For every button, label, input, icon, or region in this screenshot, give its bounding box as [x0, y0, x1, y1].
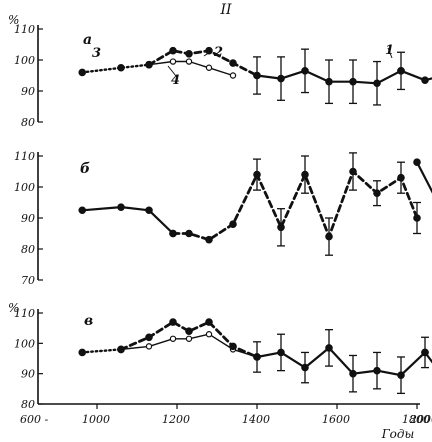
- data-point-0-4-1: [421, 76, 429, 84]
- series-label-2-leader: [203, 51, 211, 57]
- data-point-1-1-9: [373, 189, 381, 198]
- data-point-1-1-8: [349, 167, 357, 176]
- data-point-2-1-3: [185, 335, 193, 342]
- data-point-0-3-5: [373, 79, 381, 88]
- data-point-2-3-2: [301, 363, 309, 372]
- y-tick-label-2-3: 80: [21, 398, 35, 411]
- y-tick-label-0-1: 100: [14, 54, 35, 67]
- series-line-0-4: [399, 69, 432, 82]
- y-tick-label-1-4: 70: [21, 274, 35, 287]
- y-tick-label-2-1: 100: [14, 337, 35, 350]
- data-point-0-3-1: [277, 74, 285, 83]
- y-tick-label-1-2: 90: [21, 212, 35, 225]
- series-label-2: 2: [213, 45, 223, 60]
- data-point-1-1-10: [397, 173, 405, 182]
- data-point-0-2-3: [205, 46, 213, 55]
- data-point-2-4-0: [421, 348, 429, 357]
- roman-numeral: II: [219, 2, 232, 18]
- data-point-2-2-3: [185, 327, 193, 336]
- data-point-0-3-4: [349, 77, 357, 86]
- series-label-4-leader: [167, 65, 177, 77]
- data-point-2-3-0: [253, 353, 261, 361]
- x-axis-label: Годы: [381, 427, 415, 441]
- data-point-0-1-1: [169, 58, 177, 65]
- data-point-0-0-0: [78, 68, 87, 77]
- data-point-2-3-4: [349, 369, 357, 378]
- y-tick-label-0-3: 80: [21, 116, 35, 129]
- y-tick-label-2-2: 90: [21, 368, 35, 381]
- y-tick-label-0-2: 90: [21, 85, 35, 98]
- data-point-0-0-1: [117, 63, 125, 72]
- y-tick-label-1-3: 80: [21, 243, 35, 256]
- y-tick-label-1-0: 110: [14, 150, 35, 163]
- x-tick-label-6: 2000: [409, 413, 432, 426]
- data-point-1-1-11: [413, 214, 421, 222]
- x-tick-label-3: 1400: [242, 413, 270, 426]
- y-tick-label-2-0: 110: [14, 307, 35, 320]
- series-line-2-3: [255, 346, 427, 377]
- data-point-1-0-2: [145, 206, 153, 215]
- data-point-0-2-4: [229, 59, 237, 67]
- panel-label-0: а: [83, 32, 92, 48]
- data-point-0-3-2: [301, 67, 309, 75]
- unit-label-0: %: [8, 13, 19, 27]
- data-point-2-3-6: [397, 371, 405, 379]
- series-label-4: 4: [171, 73, 180, 88]
- data-point-1-1-1: [185, 229, 193, 238]
- data-point-1-0-0: [78, 206, 87, 215]
- data-point-2-3-1: [277, 348, 285, 357]
- data-point-2-2-0: [117, 345, 125, 354]
- data-point-1-1-5: [277, 223, 285, 232]
- data-point-2-1-2: [169, 335, 177, 342]
- series-line-2-0: [81, 348, 123, 354]
- data-point-0-3-0: [253, 71, 261, 80]
- data-point-1-1-2: [205, 235, 213, 244]
- data-point-2-3-3: [325, 344, 333, 352]
- series-line-1-2: [415, 161, 432, 194]
- data-point-2-0-0: [78, 348, 87, 357]
- y-tick-label-1-1: 100: [14, 181, 35, 194]
- y-tick-label-0-0: 110: [14, 23, 35, 36]
- x-tick-label-1: 1000: [82, 413, 110, 426]
- data-point-2-3-5: [373, 366, 381, 375]
- data-point-2-2-5: [229, 342, 237, 351]
- data-point-0-3-3: [325, 77, 333, 86]
- data-point-0-1-2: [185, 58, 193, 65]
- data-point-0-1-4: [229, 72, 237, 79]
- series-label-3: 3: [92, 46, 101, 61]
- data-point-1-1-0: [169, 229, 177, 238]
- data-point-0-1-3: [205, 64, 213, 71]
- data-point-0-2-2: [185, 49, 193, 58]
- series-label-1-leader: [387, 47, 393, 59]
- x-tick-label-5: 1800: [402, 413, 430, 426]
- x-tick-label-2: 1200: [162, 413, 190, 426]
- panel-label-2: в: [84, 313, 93, 329]
- x-tick-label-0: 600 -: [20, 413, 48, 426]
- series-line-0-2: [147, 49, 259, 77]
- data-point-0-2-1: [169, 46, 177, 55]
- chart-layer: 600 - 1000 1200 1400 1600 18002000 110 100 90 80%…: [8, 13, 432, 426]
- data-point-2-1-1: [145, 343, 153, 350]
- data-point-2-2-4: [205, 318, 213, 326]
- data-point-1-0-1: [117, 203, 125, 211]
- data-point-1-1-3: [229, 220, 237, 229]
- unit-label-2: %: [8, 301, 19, 315]
- data-point-2-2-2: [169, 318, 177, 326]
- panel-label-1: б: [80, 161, 90, 177]
- series-line-1-0: [81, 206, 175, 235]
- x-tick-label-4: 1600: [322, 413, 350, 426]
- data-point-1-1-7: [325, 232, 333, 241]
- data-point-0-4-0: [397, 67, 405, 75]
- data-point-0-2-0: [145, 60, 153, 69]
- data-point-1-2-0: [413, 158, 421, 167]
- data-point-2-2-1: [145, 333, 153, 342]
- data-point-1-1-4: [253, 170, 261, 179]
- series-line-0-0: [81, 63, 151, 74]
- data-point-2-1-4: [205, 331, 213, 338]
- data-point-1-1-6: [301, 170, 309, 179]
